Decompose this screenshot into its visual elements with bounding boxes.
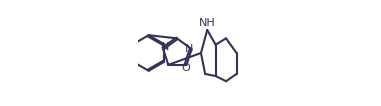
Text: O: O: [181, 63, 190, 73]
Text: N: N: [185, 44, 193, 54]
Text: N: N: [161, 42, 169, 52]
Text: NH: NH: [199, 18, 216, 28]
